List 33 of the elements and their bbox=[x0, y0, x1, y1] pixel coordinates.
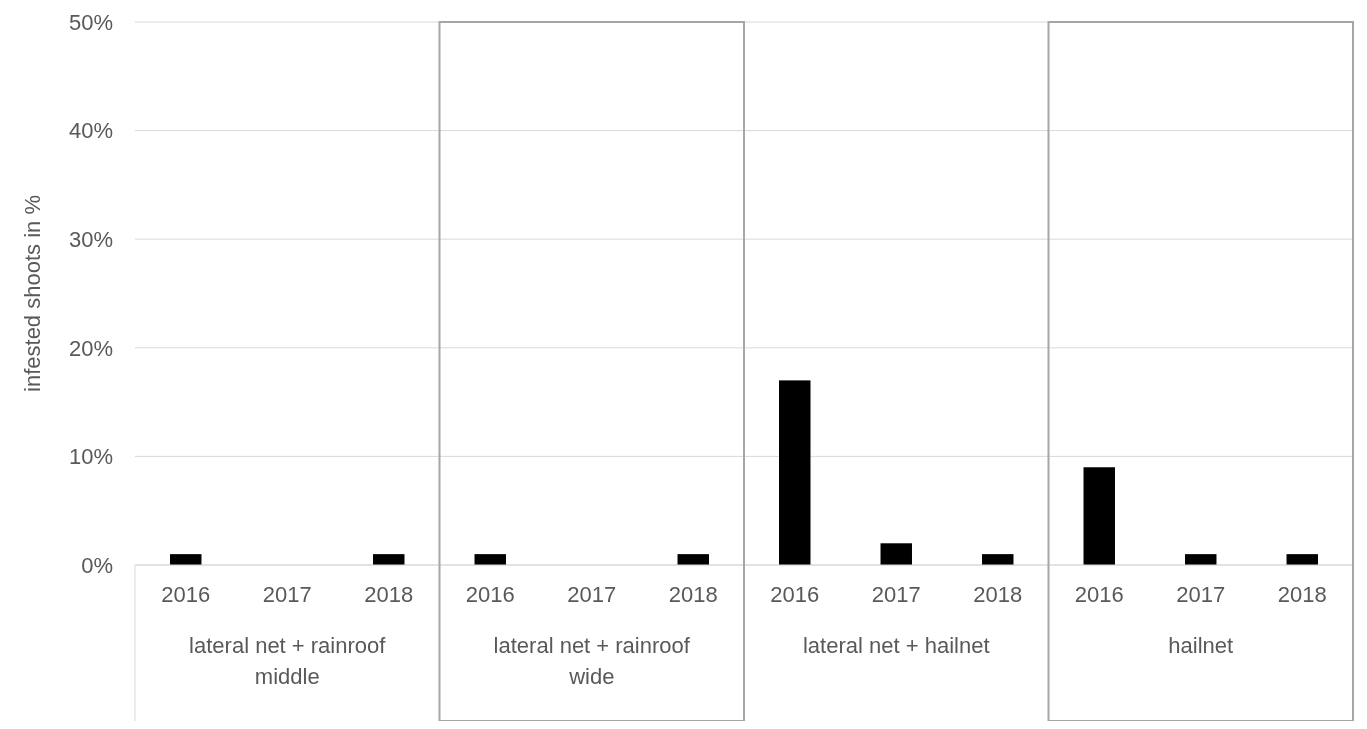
bar bbox=[1185, 554, 1217, 565]
bar bbox=[1286, 554, 1318, 565]
bar bbox=[880, 543, 912, 565]
bar bbox=[1083, 467, 1115, 565]
y-axis-title: infested shoots in % bbox=[20, 195, 45, 392]
text: hailnet bbox=[1168, 633, 1234, 658]
text: lateral net + rainroof wide bbox=[493, 633, 691, 689]
bar bbox=[474, 554, 506, 565]
x-tick-label: 2016 bbox=[770, 582, 820, 607]
x-tick-label: 2017 bbox=[871, 582, 921, 607]
bar bbox=[677, 554, 709, 565]
x-tick-label: 2016 bbox=[465, 582, 515, 607]
x-tick-label: 2016 bbox=[1074, 582, 1124, 607]
x-tick-label: 2017 bbox=[1176, 582, 1226, 607]
y-tick-label: 30% bbox=[68, 226, 113, 252]
y-tick-label: 40% bbox=[68, 118, 113, 144]
x-tick-label: 2017 bbox=[262, 582, 312, 607]
x-tick-label: 2018 bbox=[364, 582, 414, 607]
x-tick-label: 2018 bbox=[668, 582, 718, 607]
y-tick-label: 50% bbox=[68, 9, 113, 35]
y-tick-label: 0% bbox=[81, 552, 113, 578]
x-tick-label: 2018 bbox=[973, 582, 1023, 607]
x-tick-label: 2017 bbox=[567, 582, 617, 607]
bar bbox=[170, 554, 202, 565]
bar bbox=[779, 380, 811, 565]
x-tick-label: 2016 bbox=[161, 582, 211, 607]
bar bbox=[373, 554, 405, 565]
y-tick-label: 20% bbox=[68, 335, 113, 361]
bar bbox=[982, 554, 1014, 565]
text: lateral net + rainroof middle bbox=[189, 633, 387, 689]
y-tick-label: 10% bbox=[68, 444, 113, 470]
text: lateral net + hailnet bbox=[802, 633, 990, 658]
x-tick-label: 2018 bbox=[1277, 582, 1327, 607]
